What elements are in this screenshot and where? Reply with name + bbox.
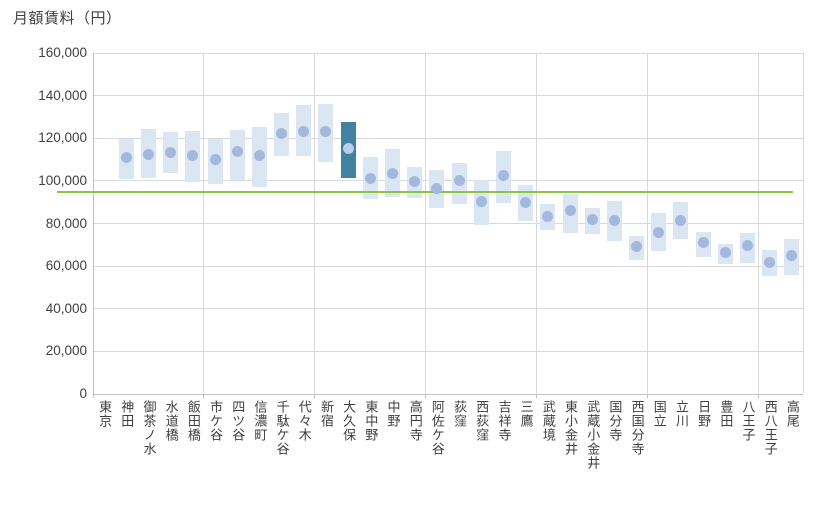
v-gridline bbox=[758, 53, 760, 394]
h-gridline bbox=[93, 350, 803, 352]
x-tick-label-代々木: 代々木 bbox=[296, 400, 312, 442]
median-rent-dot-西荻窪[interactable] bbox=[475, 195, 487, 207]
x-tick-label-神田: 神田 bbox=[119, 400, 135, 428]
x-axis-tick bbox=[536, 394, 538, 398]
median-rent-dot-国立[interactable] bbox=[653, 226, 665, 238]
x-tick-label-東小金井: 東小金井 bbox=[563, 400, 579, 456]
chart-title: 月額賃料（円） bbox=[13, 10, 122, 27]
median-rent-dot-吉祥寺[interactable] bbox=[497, 170, 509, 182]
v-gridline bbox=[203, 53, 205, 394]
x-tick-label-飯田橋: 飯田橋 bbox=[185, 400, 201, 442]
h-gridline bbox=[93, 52, 803, 54]
median-rent-dot-高円寺[interactable] bbox=[409, 176, 421, 188]
median-rent-dot-新宿[interactable] bbox=[320, 126, 332, 138]
y-axis-line bbox=[93, 53, 94, 398]
y-tick-label: 40,000 bbox=[45, 300, 87, 316]
x-tick-label-市ケ谷: 市ケ谷 bbox=[208, 400, 224, 442]
x-axis-tick bbox=[314, 394, 316, 398]
x-tick-label-西八王子: 西八王子 bbox=[762, 400, 778, 456]
median-rent-dot-市ケ谷[interactable] bbox=[209, 154, 221, 166]
v-gridline bbox=[425, 53, 427, 394]
x-tick-label-立川: 立川 bbox=[673, 400, 689, 428]
x-tick-label-大久保: 大久保 bbox=[341, 400, 357, 442]
median-rent-dot-神田[interactable] bbox=[120, 151, 132, 163]
y-tick-label: 120,000 bbox=[38, 130, 87, 146]
median-rent-dot-中野[interactable] bbox=[387, 167, 399, 179]
x-tick-label-高円寺: 高円寺 bbox=[407, 400, 423, 442]
x-tick-label-阿佐ケ谷: 阿佐ケ谷 bbox=[429, 400, 445, 456]
y-tick-label: 60,000 bbox=[45, 258, 87, 274]
median-rent-dot-飯田橋[interactable] bbox=[187, 149, 199, 161]
x-tick-label-日野: 日野 bbox=[696, 400, 712, 428]
x-tick-label-東中野: 東中野 bbox=[363, 400, 379, 442]
median-rent-dot-信濃町[interactable] bbox=[253, 149, 265, 161]
y-tick-label: 20,000 bbox=[45, 343, 87, 359]
x-tick-label-高尾: 高尾 bbox=[784, 400, 800, 428]
x-axis-tick bbox=[758, 394, 760, 398]
median-rent-dot-代々木[interactable] bbox=[298, 126, 310, 138]
x-tick-label-国分寺: 国分寺 bbox=[607, 400, 623, 442]
x-tick-label-八王子: 八王子 bbox=[740, 400, 756, 442]
median-rent-dot-東小金井[interactable] bbox=[564, 205, 576, 217]
x-tick-label-千駄ケ谷: 千駄ケ谷 bbox=[274, 400, 290, 456]
v-gridline bbox=[647, 53, 649, 394]
x-tick-label-新宿: 新宿 bbox=[318, 400, 334, 428]
h-gridline bbox=[93, 308, 803, 310]
x-tick-label-御茶ノ水: 御茶ノ水 bbox=[141, 400, 157, 456]
median-rent-dot-日野[interactable] bbox=[697, 237, 709, 249]
h-gridline bbox=[93, 137, 803, 139]
y-tick-label: 160,000 bbox=[38, 45, 87, 60]
x-tick-label-三鷹: 三鷹 bbox=[518, 400, 534, 428]
v-gridline bbox=[536, 53, 538, 394]
median-rent-dot-武蔵境[interactable] bbox=[542, 210, 554, 222]
x-tick-label-東京: 東京 bbox=[97, 400, 113, 428]
median-rent-dot-御茶ノ水[interactable] bbox=[142, 148, 154, 160]
median-rent-dot-西八王子[interactable] bbox=[764, 257, 776, 269]
median-rent-dot-豊田[interactable] bbox=[719, 246, 731, 258]
x-tick-label-西国分寺: 西国分寺 bbox=[629, 400, 645, 456]
x-tick-label-荻窪: 荻窪 bbox=[452, 400, 468, 428]
x-axis-line bbox=[93, 394, 803, 395]
median-rent-dot-四ツ谷[interactable] bbox=[231, 145, 243, 157]
x-tick-label-四ツ谷: 四ツ谷 bbox=[230, 400, 246, 442]
median-rent-dot-立川[interactable] bbox=[675, 214, 687, 226]
v-gridline bbox=[314, 53, 316, 394]
median-rent-dot-八王子[interactable] bbox=[742, 240, 754, 252]
x-tick-label-武蔵小金井: 武蔵小金井 bbox=[585, 400, 601, 470]
y-tick-label: 80,000 bbox=[45, 215, 87, 231]
y-tick-label: 100,000 bbox=[38, 172, 87, 188]
h-gridline bbox=[93, 95, 803, 97]
h-gridline bbox=[93, 180, 803, 182]
median-rent-dot-国分寺[interactable] bbox=[608, 214, 620, 226]
x-tick-label-吉祥寺: 吉祥寺 bbox=[496, 400, 512, 442]
x-tick-label-国立: 国立 bbox=[651, 400, 667, 428]
x-tick-label-豊田: 豊田 bbox=[718, 400, 734, 428]
median-rent-dot-三鷹[interactable] bbox=[520, 196, 532, 208]
x-axis-tick bbox=[203, 394, 205, 398]
x-tick-label-水道橋: 水道橋 bbox=[163, 400, 179, 442]
median-rent-dot-大久保[interactable] bbox=[342, 143, 354, 155]
h-gridline bbox=[93, 223, 803, 224]
x-tick-label-信濃町: 信濃町 bbox=[252, 400, 268, 442]
median-rent-dot-高尾[interactable] bbox=[786, 249, 798, 261]
median-rent-dot-千駄ケ谷[interactable] bbox=[276, 128, 288, 140]
median-rent-dot-東中野[interactable] bbox=[364, 173, 376, 185]
median-rent-dot-荻窪[interactable] bbox=[453, 175, 465, 187]
median-rent-dot-武蔵小金井[interactable] bbox=[586, 213, 598, 225]
y-tick-label: 140,000 bbox=[38, 87, 87, 103]
average-reference-line bbox=[57, 190, 793, 193]
median-rent-dot-水道橋[interactable] bbox=[165, 146, 177, 158]
x-axis-tick bbox=[425, 394, 427, 398]
h-gridline bbox=[93, 265, 803, 267]
y-tick-label: 0 bbox=[79, 386, 87, 401]
median-rent-dot-西国分寺[interactable] bbox=[631, 241, 643, 253]
x-tick-label-中野: 中野 bbox=[385, 400, 401, 428]
median-rent-dot-阿佐ケ谷[interactable] bbox=[431, 182, 443, 194]
x-tick-label-武蔵境: 武蔵境 bbox=[540, 400, 556, 442]
x-tick-label-西荻窪: 西荻窪 bbox=[474, 400, 490, 442]
v-gridline-right bbox=[802, 53, 804, 394]
x-axis-tick bbox=[647, 394, 649, 398]
